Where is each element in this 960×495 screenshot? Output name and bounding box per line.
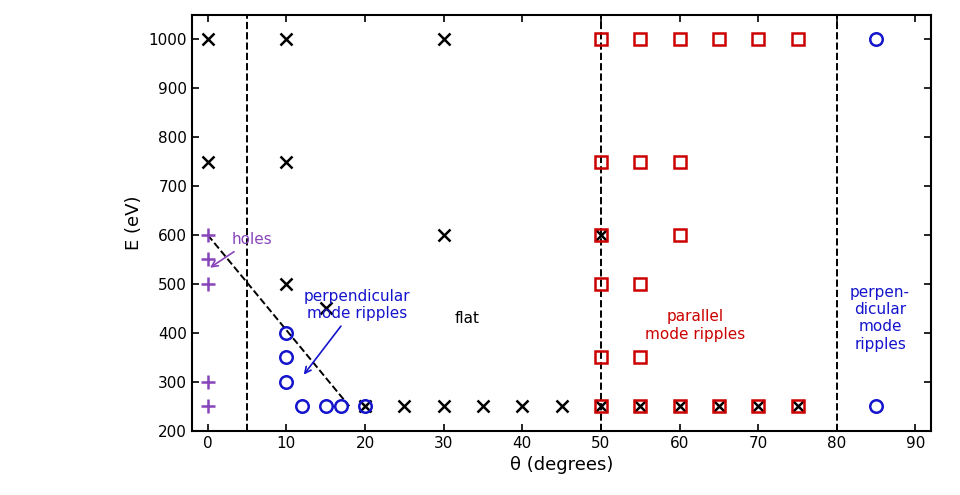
- Text: flat: flat: [455, 311, 480, 326]
- Y-axis label: E (eV): E (eV): [125, 196, 143, 250]
- X-axis label: θ (degrees): θ (degrees): [510, 456, 613, 474]
- Text: perpendicular
mode ripples: perpendicular mode ripples: [303, 289, 411, 373]
- Text: holes: holes: [211, 232, 272, 267]
- Text: perpen-
dicular
mode
ripples: perpen- dicular mode ripples: [851, 285, 910, 352]
- Text: parallel
mode ripples: parallel mode ripples: [645, 309, 745, 342]
